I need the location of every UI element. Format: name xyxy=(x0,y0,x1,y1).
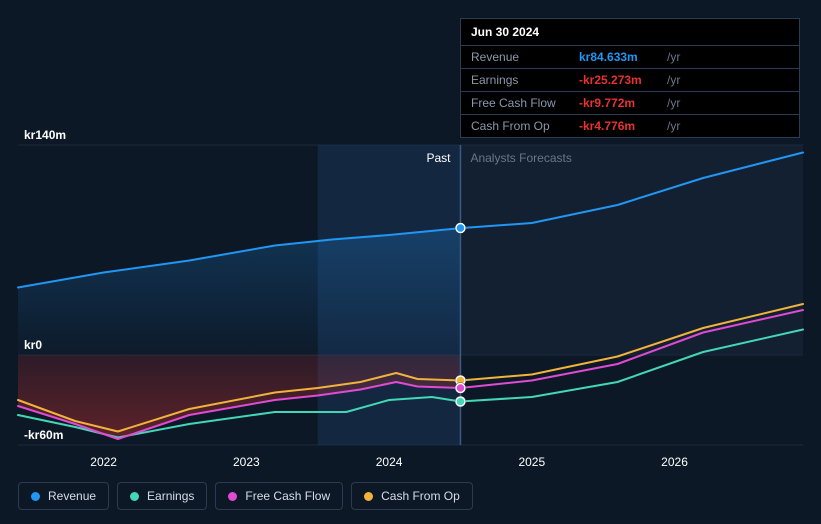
x-tick-2024: 2024 xyxy=(376,455,403,469)
legend-label: Free Cash Flow xyxy=(245,489,330,503)
earnings-revenue-chart: kr140m kr0 -kr60m 2022 2023 2024 2025 2026 P… xyxy=(0,0,821,524)
legend-swatch xyxy=(130,492,139,501)
tooltip-row-unit: /yr xyxy=(667,119,680,133)
legend-item-earnings[interactable]: Earnings xyxy=(117,482,207,510)
legend-label: Cash From Op xyxy=(381,489,460,503)
legend-swatch xyxy=(228,492,237,501)
legend-label: Earnings xyxy=(147,489,194,503)
legend-item-cash-from-op[interactable]: Cash From Op xyxy=(351,482,473,510)
tooltip-row: Earnings -kr25.273m/yr xyxy=(461,69,799,92)
region-label-forecast: Analysts Forecasts xyxy=(470,151,571,165)
region-label-past: Past xyxy=(426,151,450,165)
tooltip-row-unit: /yr xyxy=(667,73,680,87)
tooltip-row-value: kr84.633m xyxy=(579,50,659,64)
tooltip-row-label: Revenue xyxy=(471,50,571,64)
tooltip-row-value: -kr4.776m xyxy=(579,119,659,133)
tooltip-row-label: Cash From Op xyxy=(471,119,571,133)
hover-tooltip: Jun 30 2024 Revenuekr84.633m/yrEarnings-… xyxy=(460,18,800,138)
tooltip-row: Free Cash Flow -kr9.772m/yr xyxy=(461,92,799,115)
y-tick-140: kr140m xyxy=(24,128,66,142)
y-tick-0: kr0 xyxy=(24,338,42,352)
x-tick-2025: 2025 xyxy=(518,455,545,469)
tooltip-row-label: Free Cash Flow xyxy=(471,96,571,110)
tooltip-row-label: Earnings xyxy=(471,73,571,87)
tooltip-row: Cash From Op -kr4.776m/yr xyxy=(461,115,799,137)
legend-item-free-cash-flow[interactable]: Free Cash Flow xyxy=(215,482,343,510)
legend-swatch xyxy=(364,492,373,501)
x-tick-2023: 2023 xyxy=(233,455,260,469)
tooltip-date: Jun 30 2024 xyxy=(461,19,799,46)
y-tick--60: -kr60m xyxy=(24,428,63,442)
tooltip-row-unit: /yr xyxy=(667,96,680,110)
tooltip-row-value: -kr9.772m xyxy=(579,96,659,110)
x-tick-2026: 2026 xyxy=(661,455,688,469)
legend-item-revenue[interactable]: Revenue xyxy=(18,482,109,510)
legend-swatch xyxy=(31,492,40,501)
tooltip-row-unit: /yr xyxy=(667,50,680,64)
legend-label: Revenue xyxy=(48,489,96,503)
tooltip-row: Revenue kr84.633m/yr xyxy=(461,46,799,69)
x-tick-2022: 2022 xyxy=(90,455,117,469)
tooltip-row-value: -kr25.273m xyxy=(579,73,659,87)
legend: Revenue Earnings Free Cash Flow Cash From O… xyxy=(18,482,473,510)
